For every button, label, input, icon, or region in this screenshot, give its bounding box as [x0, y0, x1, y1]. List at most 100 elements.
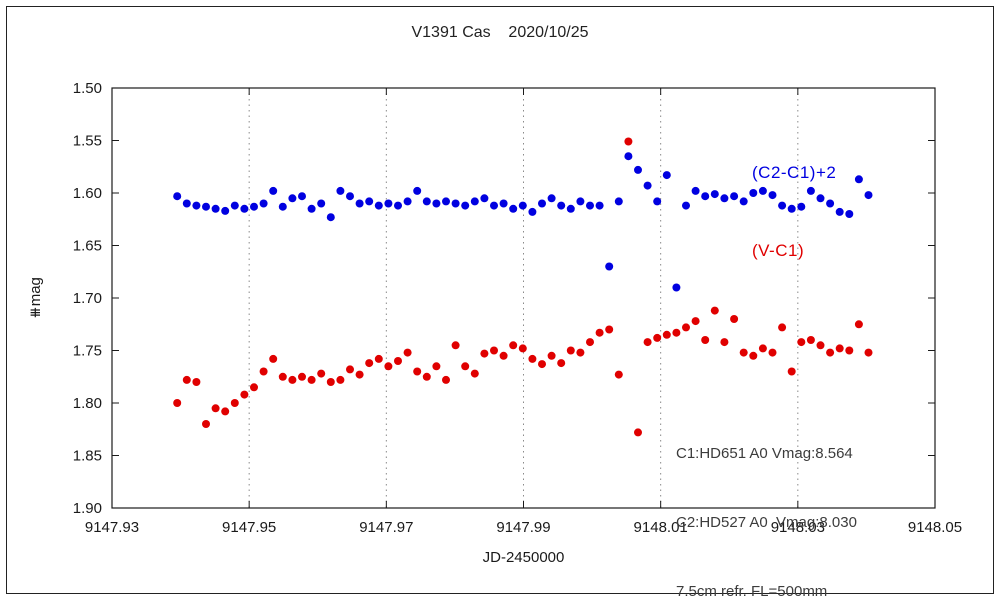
data-point	[528, 354, 537, 363]
data-point	[730, 315, 739, 323]
data-point	[566, 204, 575, 213]
data-point	[490, 346, 498, 355]
note-line-comparison-star-2: C2:HD527 A0 Vmag:8.030	[676, 514, 857, 531]
data-point	[634, 428, 642, 437]
data-point	[173, 192, 182, 201]
data-point	[662, 330, 671, 339]
data-point	[672, 328, 681, 337]
data-point	[816, 341, 825, 350]
data-point	[250, 202, 258, 211]
data-point	[336, 375, 345, 384]
data-point	[298, 192, 306, 201]
data-point	[336, 186, 345, 195]
chart-title: V1391 Cas 2020/10/25	[411, 24, 589, 41]
y-tick-label: 1.70	[73, 290, 102, 307]
data-point	[317, 369, 326, 378]
data-point	[691, 317, 700, 326]
legend: (C2-C1)+2 (V-C1)	[752, 108, 836, 316]
x-tick-label: 9148.03	[771, 519, 825, 536]
data-point	[835, 207, 844, 216]
y-tick-label: 1.85	[73, 448, 102, 465]
legend-entry-c2-minus-c1: (C2-C1)+2	[752, 163, 837, 182]
data-point	[816, 194, 825, 203]
x-tick-label: 9147.99	[496, 519, 550, 536]
data-point	[787, 367, 796, 376]
data-point	[346, 365, 354, 374]
x-tick-label: 9147.93	[85, 519, 139, 536]
data-point	[576, 197, 585, 206]
data-point	[259, 199, 268, 208]
data-point	[768, 348, 777, 357]
y-tick-label: 1.65	[73, 238, 102, 255]
data-point	[643, 181, 652, 190]
data-point	[451, 199, 460, 208]
data-point	[230, 399, 239, 407]
data-point	[691, 186, 700, 195]
data-point	[586, 338, 594, 347]
data-point	[346, 192, 354, 201]
observation-notes: C1:HD651 A0 Vmag:8.564 C2:HD527 A0 Vmag:…	[676, 396, 857, 600]
data-point	[845, 346, 854, 355]
data-point	[547, 351, 556, 360]
data-point	[374, 201, 383, 210]
y-tick-label: 1.50	[73, 80, 102, 97]
data-point	[682, 323, 690, 332]
data-point	[230, 201, 239, 210]
data-point	[240, 390, 249, 399]
data-point	[490, 201, 498, 210]
data-point	[432, 362, 441, 371]
data-point	[576, 348, 585, 357]
data-point	[288, 194, 297, 203]
data-point	[701, 192, 710, 201]
data-point	[538, 360, 546, 369]
legend-entry-v-minus-c1: (V-C1)	[752, 241, 805, 260]
data-point	[778, 323, 787, 332]
data-point	[403, 197, 412, 206]
data-point	[528, 207, 537, 216]
data-point	[394, 357, 402, 365]
data-point	[662, 171, 671, 180]
y-tick-label: 1.60	[73, 185, 102, 202]
data-point	[605, 262, 614, 271]
data-point	[288, 375, 297, 384]
data-point	[566, 346, 575, 355]
data-point	[211, 404, 220, 413]
data-point	[538, 199, 546, 208]
data-point	[787, 204, 796, 213]
data-point	[413, 367, 422, 376]
data-point	[806, 336, 815, 344]
data-point	[192, 201, 201, 210]
data-point	[854, 175, 863, 184]
data-point	[202, 202, 210, 211]
data-point	[211, 204, 220, 213]
data-point	[470, 369, 479, 378]
data-point	[202, 420, 210, 428]
data-point	[403, 348, 412, 357]
data-point	[605, 325, 614, 334]
x-tick-label: 9148.01	[634, 519, 688, 536]
data-point	[653, 333, 662, 342]
data-point	[192, 378, 201, 386]
data-point	[739, 348, 748, 357]
data-point	[374, 354, 383, 363]
data-point	[173, 399, 182, 407]
data-point	[710, 190, 719, 199]
data-point	[624, 137, 633, 146]
data-point	[739, 197, 748, 206]
data-point	[355, 199, 364, 208]
data-point	[461, 201, 470, 210]
data-point	[797, 338, 806, 347]
data-point	[259, 367, 268, 376]
x-tick-label: 9147.97	[359, 519, 413, 536]
data-point	[509, 204, 518, 213]
data-point	[614, 197, 623, 206]
data-point	[758, 344, 767, 353]
data-point	[758, 186, 767, 195]
data-point	[518, 344, 527, 353]
data-point	[221, 407, 230, 416]
data-point	[269, 354, 278, 363]
data-point	[557, 201, 566, 210]
data-point	[221, 206, 230, 215]
